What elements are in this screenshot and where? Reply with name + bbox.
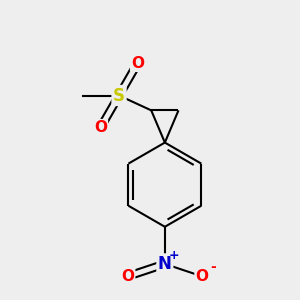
Text: O: O <box>94 120 107 135</box>
Text: O: O <box>131 56 144 71</box>
Text: N: N <box>158 255 172 273</box>
Text: S: S <box>113 86 125 104</box>
Text: +: + <box>169 248 179 262</box>
Text: -: - <box>210 260 216 274</box>
Text: O: O <box>196 269 208 284</box>
Text: O: O <box>121 269 134 284</box>
